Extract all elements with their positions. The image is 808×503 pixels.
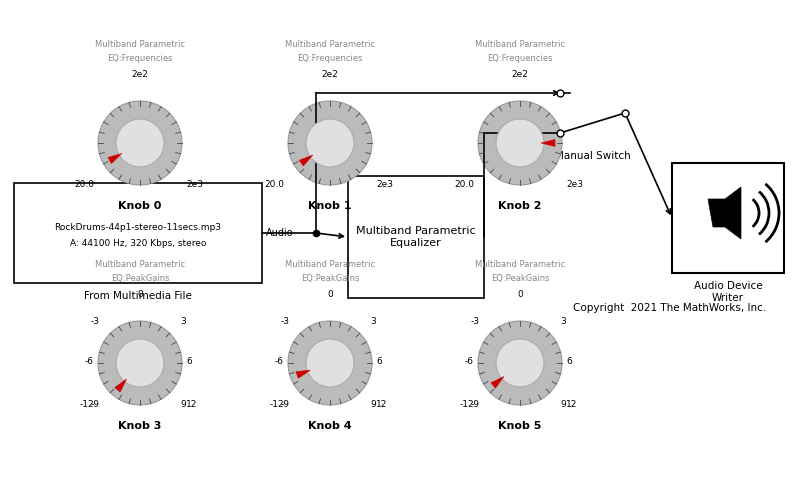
- Text: A: 44100 Hz, 320 Kbps, stereo: A: 44100 Hz, 320 Kbps, stereo: [69, 238, 206, 247]
- Text: Audio: Audio: [266, 228, 293, 238]
- Text: Knob 2: Knob 2: [499, 201, 541, 211]
- Polygon shape: [299, 155, 313, 166]
- Circle shape: [98, 101, 182, 185]
- Text: From Multimedia File: From Multimedia File: [84, 291, 192, 301]
- Text: -9: -9: [91, 400, 100, 409]
- Bar: [14, 183, 262, 283]
- Text: EQ:PeakGains: EQ:PeakGains: [111, 274, 169, 283]
- Text: 12: 12: [376, 400, 387, 409]
- Polygon shape: [491, 377, 504, 388]
- Text: 3: 3: [370, 317, 376, 326]
- Text: Knob 4: Knob 4: [308, 421, 351, 431]
- Polygon shape: [296, 370, 310, 378]
- Text: 2e2: 2e2: [322, 70, 339, 79]
- Text: Multiband Parametric: Multiband Parametric: [95, 40, 185, 49]
- Text: 6: 6: [186, 357, 191, 366]
- Polygon shape: [541, 139, 555, 146]
- Text: 2e3: 2e3: [566, 180, 583, 189]
- Text: EQ:PeakGains: EQ:PeakGains: [490, 274, 549, 283]
- Text: Multiband Parametric
Equalizer: Multiband Parametric Equalizer: [356, 226, 476, 248]
- Circle shape: [478, 321, 562, 405]
- Text: -3: -3: [471, 317, 480, 326]
- Text: 6: 6: [376, 357, 381, 366]
- Polygon shape: [115, 379, 127, 392]
- Text: -6: -6: [275, 357, 284, 366]
- Bar: [672, 163, 784, 273]
- Text: EQ:PeakGains: EQ:PeakGains: [301, 274, 360, 283]
- Text: Multiband Parametric: Multiband Parametric: [95, 260, 185, 269]
- Text: 2e3: 2e3: [186, 180, 203, 189]
- Text: -6: -6: [465, 357, 474, 366]
- Text: EQ:Frequencies: EQ:Frequencies: [487, 54, 553, 63]
- Text: Multiband Parametric: Multiband Parametric: [285, 260, 375, 269]
- Text: Knob 5: Knob 5: [499, 421, 541, 431]
- Text: 12: 12: [566, 400, 578, 409]
- Text: 2e2: 2e2: [511, 70, 528, 79]
- Circle shape: [306, 119, 354, 167]
- Text: Knob 3: Knob 3: [118, 421, 162, 431]
- Text: Knob 1: Knob 1: [308, 201, 351, 211]
- Text: Manual Switch: Manual Switch: [554, 151, 630, 161]
- Text: 2e2: 2e2: [132, 70, 149, 79]
- Text: 6: 6: [566, 357, 572, 366]
- Text: 0: 0: [137, 290, 143, 299]
- Text: Multiband Parametric: Multiband Parametric: [475, 260, 565, 269]
- Text: Multiband Parametric: Multiband Parametric: [475, 40, 565, 49]
- Circle shape: [288, 321, 372, 405]
- Text: Knob 0: Knob 0: [118, 201, 162, 211]
- Circle shape: [288, 101, 372, 185]
- Text: 12: 12: [186, 400, 197, 409]
- Text: 3: 3: [180, 317, 186, 326]
- Text: -3: -3: [91, 317, 100, 326]
- Text: Audio Device
Writer: Audio Device Writer: [694, 281, 762, 303]
- Text: 3: 3: [560, 317, 566, 326]
- Text: 20.0: 20.0: [74, 180, 94, 189]
- Text: EQ:Frequencies: EQ:Frequencies: [297, 54, 363, 63]
- Text: 9: 9: [560, 400, 566, 409]
- Bar: [348, 176, 484, 298]
- Text: 0: 0: [327, 290, 333, 299]
- Text: -12: -12: [460, 400, 474, 409]
- Polygon shape: [108, 153, 122, 163]
- Circle shape: [98, 321, 182, 405]
- Circle shape: [478, 101, 562, 185]
- Text: 20.0: 20.0: [454, 180, 474, 189]
- Text: -3: -3: [281, 317, 290, 326]
- Text: Multiband Parametric: Multiband Parametric: [285, 40, 375, 49]
- Text: -12: -12: [79, 400, 94, 409]
- Circle shape: [116, 119, 164, 167]
- Text: -9: -9: [471, 400, 480, 409]
- Circle shape: [306, 339, 354, 387]
- Circle shape: [496, 339, 544, 387]
- Text: 20.0: 20.0: [264, 180, 284, 189]
- Text: 9: 9: [180, 400, 186, 409]
- Text: -12: -12: [269, 400, 284, 409]
- Text: 0: 0: [517, 290, 523, 299]
- Text: RockDrums-44p1-stereo-11secs.mp3: RockDrums-44p1-stereo-11secs.mp3: [54, 222, 221, 231]
- Circle shape: [496, 119, 544, 167]
- Text: EQ:Frequencies: EQ:Frequencies: [107, 54, 173, 63]
- Polygon shape: [708, 187, 741, 239]
- Text: Copyright  2021 The MathWorks, Inc.: Copyright 2021 The MathWorks, Inc.: [574, 303, 767, 313]
- Text: 9: 9: [370, 400, 376, 409]
- Text: -9: -9: [281, 400, 290, 409]
- Text: 2e3: 2e3: [376, 180, 393, 189]
- Text: -6: -6: [85, 357, 94, 366]
- Circle shape: [116, 339, 164, 387]
